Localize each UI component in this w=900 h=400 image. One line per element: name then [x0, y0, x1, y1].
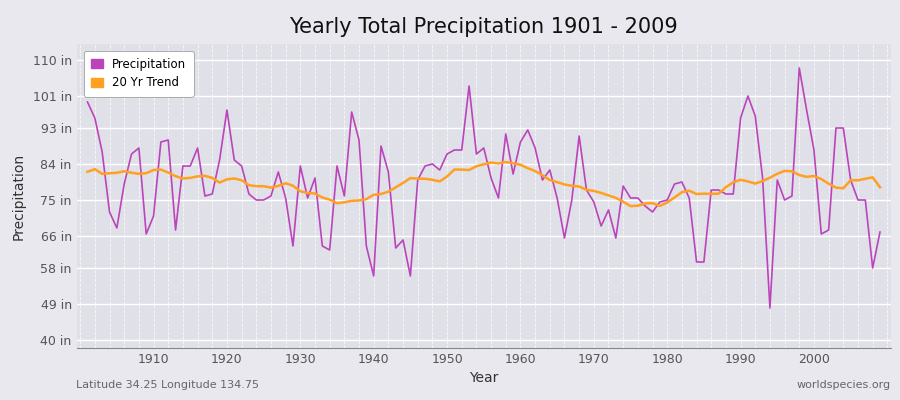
Legend: Precipitation, 20 Yr Trend: Precipitation, 20 Yr Trend: [84, 50, 194, 96]
Title: Yearly Total Precipitation 1901 - 2009: Yearly Total Precipitation 1901 - 2009: [290, 17, 678, 37]
Text: worldspecies.org: worldspecies.org: [796, 380, 891, 390]
Y-axis label: Precipitation: Precipitation: [12, 152, 25, 240]
Text: Latitude 34.25 Longitude 134.75: Latitude 34.25 Longitude 134.75: [76, 380, 259, 390]
X-axis label: Year: Year: [469, 372, 499, 386]
